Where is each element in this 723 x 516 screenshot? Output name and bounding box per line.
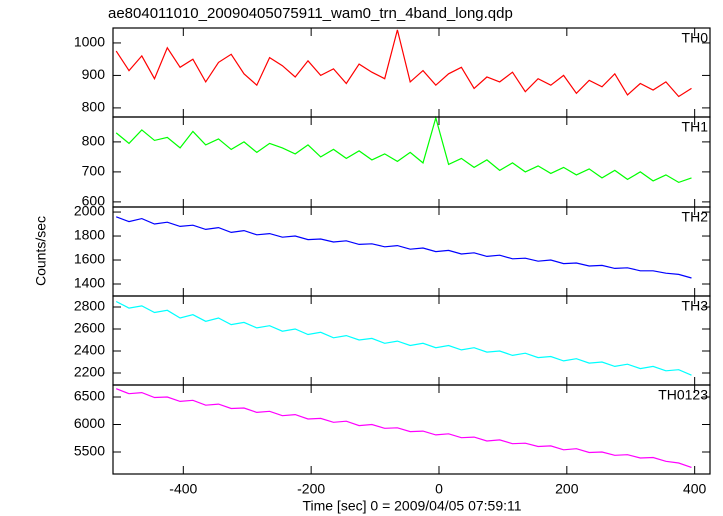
data-line: [115, 216, 692, 279]
y-tick-label: 2800: [74, 298, 105, 314]
legend-label: TH0: [682, 30, 709, 46]
y-tick-label: 1400: [74, 275, 105, 291]
panel-frame: [112, 206, 711, 297]
panel-frame: [112, 27, 711, 118]
y-tick-label: 800: [82, 99, 106, 115]
y-axis-label: Counts/sec: [33, 216, 49, 286]
legend-label: TH1: [682, 119, 709, 135]
panel-frame: [112, 384, 711, 475]
y-tick-label: 800: [82, 133, 106, 149]
x-tick-label: -200: [297, 481, 325, 497]
y-tick-label: 6500: [74, 388, 105, 404]
x-tick-label: 400: [683, 481, 707, 497]
chart-title: ae804011010_20090405075911_wam0_trn_4ban…: [108, 5, 513, 22]
y-tick-label: 2000: [74, 203, 105, 219]
panel-frame: [112, 116, 711, 208]
x-tick-label: 0: [435, 481, 443, 497]
data-line: [115, 115, 692, 184]
x-tick-label: 200: [555, 481, 579, 497]
y-tick-label: 2400: [74, 342, 105, 358]
y-tick-label: 2200: [74, 364, 105, 380]
data-line: [115, 300, 692, 376]
y-tick-label: 700: [82, 163, 106, 179]
y-tick-label: 5500: [74, 443, 105, 459]
y-tick-label: 6000: [74, 415, 105, 431]
panel-frame: [112, 295, 711, 386]
legend-label: TH2: [682, 209, 709, 225]
x-tick-label: -400: [169, 481, 197, 497]
y-tick-label: 1800: [74, 227, 105, 243]
data-line: [115, 388, 692, 468]
y-tick-label: 2600: [74, 320, 105, 336]
y-tick-label: 1000: [74, 34, 105, 50]
y-tick-label: 900: [82, 66, 106, 82]
legend-label: TH0123: [658, 387, 708, 403]
y-tick-label: 1600: [74, 251, 105, 267]
legend-label: TH3: [682, 298, 709, 314]
y-tick-label: 600: [82, 193, 106, 209]
data-line: [115, 29, 692, 98]
x-axis-label: Time [sec] 0 = 2009/04/05 07:59:11: [302, 498, 521, 514]
